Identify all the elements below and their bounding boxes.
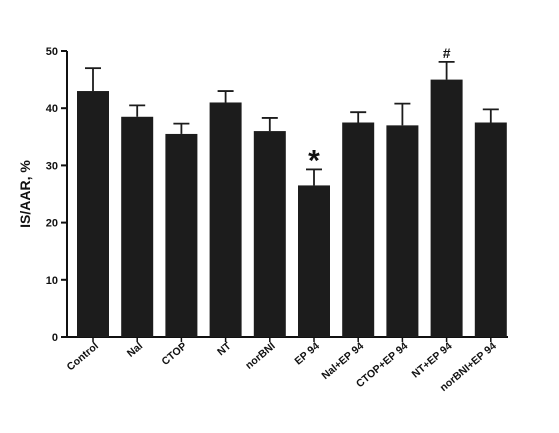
annotations: *# (308, 45, 451, 178)
x-tick-label: Control (65, 340, 101, 373)
bar (430, 79, 463, 337)
y-axis-label: IS/AAR, % (17, 160, 33, 228)
y-tick-label: 40 (46, 103, 58, 115)
y-tick-label: 30 (46, 160, 58, 172)
bar (298, 185, 330, 337)
x-tick-label: norBNI (243, 340, 278, 372)
bar (209, 102, 242, 337)
bar (342, 122, 375, 337)
y-tick-label: 10 (46, 275, 58, 287)
significance-marker: # (443, 45, 451, 61)
significance-marker: * (308, 144, 320, 177)
x-tick-label: NT (215, 340, 234, 359)
y-tick-label: 0 (52, 332, 58, 344)
bars (77, 79, 507, 337)
bar (386, 125, 419, 337)
x-tick-label: Nal (125, 340, 145, 360)
y-tick-label: 20 (46, 218, 58, 230)
y-ticks: 0 10 20 30 40 50 (46, 46, 67, 344)
x-tick-label: EP 94 (292, 340, 322, 368)
bar (253, 131, 286, 337)
y-tick-label: 50 (46, 46, 58, 58)
x-tick-label: CTOP (159, 340, 189, 368)
bar (121, 116, 154, 337)
error-bars (85, 60, 499, 186)
bar (77, 91, 109, 337)
bar (474, 122, 507, 337)
x-tick-label: NT+EP 94 (410, 340, 455, 380)
bar (165, 133, 198, 337)
